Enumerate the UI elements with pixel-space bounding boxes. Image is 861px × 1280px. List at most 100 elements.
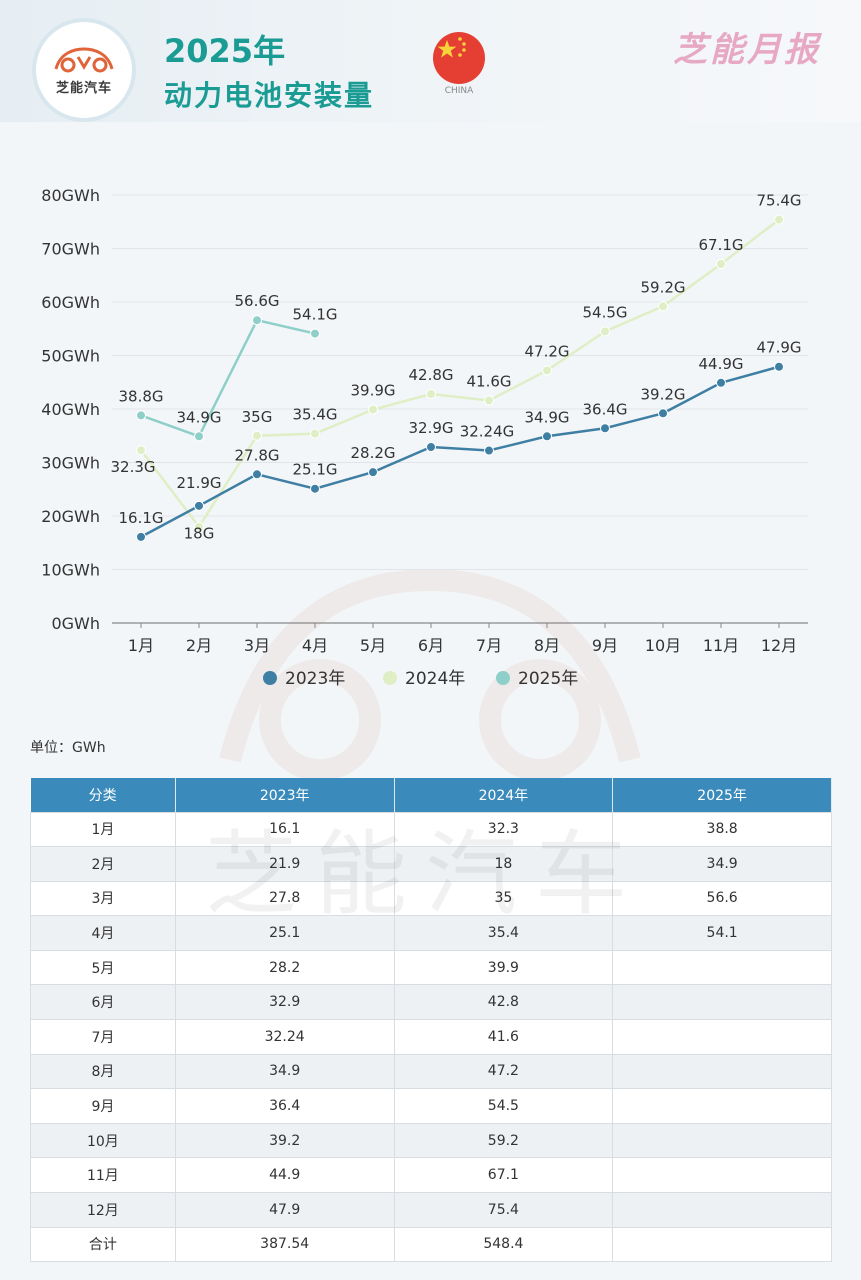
logo-text: 芝能汽车 xyxy=(55,80,112,96)
value-cell: 32.3 xyxy=(393,811,614,848)
data-point xyxy=(252,469,262,480)
value-cell: 47.9 xyxy=(174,1192,395,1228)
data-table: 分类 2023年 2024年 2025年 1月 16.1 32.3 38.8 2月 21.… xyxy=(30,778,832,1263)
data-point xyxy=(716,259,726,270)
data-point xyxy=(136,531,146,542)
data-label: 34.9G xyxy=(176,408,221,426)
header: 芝能汽车 2025年 动力电池安装量 CHINA 芝能月报 xyxy=(0,0,861,122)
value-cell: 387.54 xyxy=(174,1226,395,1263)
row-label-cell: 4月 xyxy=(30,915,176,951)
data-label: 38.8G xyxy=(118,387,163,405)
y-tick-label: 30GWh xyxy=(41,454,100,473)
table-row: 3月 27.8 35 56.6 xyxy=(30,880,832,917)
table-row: 11月 44.9 67.1 xyxy=(30,1157,832,1194)
value-cell: 25.1 xyxy=(174,915,395,951)
value-cell: 27.8 xyxy=(174,880,395,917)
data-label: 56.6G xyxy=(234,292,279,310)
data-label: 18G xyxy=(184,525,215,543)
legend-label: 2025年 xyxy=(518,669,578,689)
value-cell: 75.4 xyxy=(393,1192,614,1228)
row-label-cell: 9月 xyxy=(30,1088,176,1124)
value-cell: 42.8 xyxy=(393,984,614,1021)
watermark-car-icon xyxy=(219,568,641,780)
legend-marker-icon xyxy=(383,671,397,685)
data-label: 42.8G xyxy=(408,366,453,384)
value-cell xyxy=(612,1122,832,1159)
data-label: 36.4G xyxy=(582,400,627,418)
legend-marker-icon xyxy=(263,671,277,685)
row-label-cell: 12月 xyxy=(30,1192,176,1228)
table-row: 4月 25.1 35.4 54.1 xyxy=(30,915,832,951)
value-cell: 32.9 xyxy=(174,984,395,1021)
data-label: 39.9G xyxy=(350,382,395,400)
value-cell: 54.5 xyxy=(393,1088,614,1124)
data-point xyxy=(658,301,668,312)
logo: 芝能汽车 xyxy=(32,18,136,122)
data-label: 47.2G xyxy=(524,342,569,360)
page-title: 动力电池安装量 xyxy=(164,79,375,112)
value-cell xyxy=(612,1226,832,1263)
row-label-cell: 1月 xyxy=(30,811,176,848)
data-label: 54.5G xyxy=(582,303,627,321)
row-label-cell: 7月 xyxy=(30,1019,176,1055)
table-row: 6月 32.9 42.8 xyxy=(30,984,832,1021)
x-tick-label: 9月 xyxy=(592,636,618,655)
data-label: 25.1G xyxy=(292,461,337,479)
data-label: 16.1G xyxy=(118,509,163,527)
data-point xyxy=(426,389,436,400)
data-label: 32.9G xyxy=(408,419,453,437)
series-line-2024年 xyxy=(140,218,780,529)
table-header-row: 分类 2023年 2024年 2025年 xyxy=(30,778,832,812)
table-header-cell: 分类 xyxy=(30,778,176,812)
value-cell: 39.9 xyxy=(393,949,614,986)
row-label-cell: 2月 xyxy=(30,846,176,882)
data-label: 59.2G xyxy=(640,278,685,296)
y-tick-label: 60GWh xyxy=(41,293,100,312)
value-cell: 16.1 xyxy=(174,811,395,848)
row-label-cell: 10月 xyxy=(30,1122,176,1159)
x-tick-label: 12月 xyxy=(761,636,797,655)
value-cell: 34.9 xyxy=(174,1053,395,1090)
value-cell: 36.4 xyxy=(174,1088,395,1124)
legend-marker-icon xyxy=(496,671,510,685)
y-tick-label: 70GWh xyxy=(41,240,100,259)
row-label-cell: 3月 xyxy=(30,880,176,917)
y-tick-label: 20GWh xyxy=(41,507,100,526)
data-point xyxy=(716,377,726,388)
value-cell: 18 xyxy=(393,846,614,882)
brand-mark: 芝能月报 xyxy=(673,30,821,70)
data-label: 28.2G xyxy=(350,444,395,462)
data-point xyxy=(368,404,378,415)
x-tick-label: 4月 xyxy=(302,636,328,655)
row-label-cell: 5月 xyxy=(30,949,176,986)
table-header-cell: 2023年 xyxy=(175,778,395,812)
table-header-cell: 2024年 xyxy=(394,778,614,812)
data-point xyxy=(136,445,146,456)
data-point xyxy=(194,431,204,442)
data-label: 39.2G xyxy=(640,385,685,403)
row-label-cell: 11月 xyxy=(30,1157,176,1194)
value-cell: 34.9 xyxy=(612,846,832,882)
table-row: 合计 387.54 548.4 xyxy=(30,1226,832,1263)
value-cell: 28.2 xyxy=(174,949,395,986)
data-label: 32.24G xyxy=(460,423,515,441)
data-point xyxy=(484,395,494,406)
value-cell: 39.2 xyxy=(174,1122,395,1159)
value-cell: 41.6 xyxy=(393,1019,614,1055)
data-point xyxy=(136,410,146,421)
x-tick-label: 10月 xyxy=(645,636,681,655)
data-point xyxy=(426,441,436,452)
value-cell xyxy=(612,1019,832,1055)
table-row: 1月 16.1 32.3 38.8 xyxy=(30,811,832,848)
data-label: 75.4G xyxy=(756,192,801,210)
x-tick-label: 11月 xyxy=(703,636,739,655)
value-cell xyxy=(612,984,832,1021)
table-row: 9月 36.4 54.5 xyxy=(30,1088,832,1124)
data-point xyxy=(368,467,378,478)
value-cell xyxy=(612,949,832,986)
data-point xyxy=(252,315,262,326)
table-row: 12月 47.9 75.4 xyxy=(30,1192,832,1228)
legend-label: 2023年 xyxy=(285,669,345,689)
row-label-cell: 8月 xyxy=(30,1053,176,1090)
y-tick-label: 50GWh xyxy=(41,347,100,366)
